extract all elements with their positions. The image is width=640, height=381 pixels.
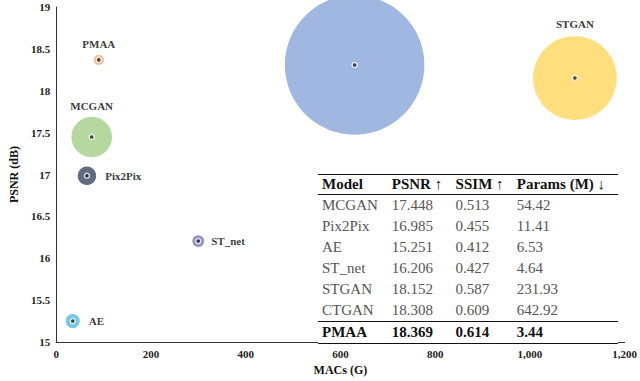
svg-text:MACs (G): MACs (G) bbox=[314, 363, 368, 377]
html-text:0.455: 0.455 bbox=[455, 218, 490, 234]
svg-text:600: 600 bbox=[332, 348, 349, 360]
svg-text:18: 18 bbox=[39, 85, 51, 97]
html-text:CTGAN: CTGAN bbox=[322, 302, 374, 318]
html-text:16.206: 16.206 bbox=[391, 260, 433, 276]
html-text:ST_net: ST_net bbox=[322, 260, 366, 276]
svg-text:16: 16 bbox=[39, 252, 51, 264]
html-text:Pix2Pix: Pix2Pix bbox=[322, 218, 370, 234]
html-text:54.42: 54.42 bbox=[516, 197, 551, 213]
html-text:PSNR ↑: PSNR ↑ bbox=[391, 176, 443, 192]
html-text:642.92: 642.92 bbox=[516, 302, 558, 318]
html-text:17.448: 17.448 bbox=[391, 197, 433, 213]
svg-text:17: 17 bbox=[39, 169, 51, 181]
html-text:MCGAN: MCGAN bbox=[322, 197, 378, 213]
svg-text:800: 800 bbox=[427, 348, 444, 360]
svg-text:AE: AE bbox=[89, 315, 104, 327]
html-text:4.64: 4.64 bbox=[516, 260, 543, 276]
svg-text:1,000: 1,000 bbox=[518, 348, 543, 360]
html-text:15.251: 15.251 bbox=[391, 239, 433, 255]
html-text:AE: AE bbox=[322, 239, 342, 255]
svg-text:ST_net: ST_net bbox=[211, 235, 245, 247]
html-text:Model: Model bbox=[322, 176, 363, 192]
html-text:3.44: 3.44 bbox=[516, 324, 543, 340]
html-text:PMAA: PMAA bbox=[322, 324, 367, 340]
svg-text:18.5: 18.5 bbox=[31, 43, 51, 55]
html-text:0.587: 0.587 bbox=[455, 281, 490, 297]
svg-text:PMAA: PMAA bbox=[82, 38, 115, 50]
html-text:0.427: 0.427 bbox=[455, 260, 490, 276]
svg-text:MCGAN: MCGAN bbox=[70, 100, 113, 112]
svg-text:17.5: 17.5 bbox=[31, 127, 51, 139]
html-text:231.93: 231.93 bbox=[516, 281, 558, 297]
html-text:18.369: 18.369 bbox=[391, 324, 433, 340]
svg-text:19: 19 bbox=[39, 1, 51, 13]
svg-text:400: 400 bbox=[237, 348, 254, 360]
html-text:0.609: 0.609 bbox=[455, 302, 490, 318]
svg-text:Pix2Pix: Pix2Pix bbox=[105, 170, 142, 182]
html-text:SSIM ↑: SSIM ↑ bbox=[455, 176, 504, 192]
html-text:11.41: 11.41 bbox=[516, 218, 550, 234]
svg-text:0: 0 bbox=[53, 348, 59, 360]
svg-text:15: 15 bbox=[39, 336, 51, 348]
svg-text:PSNR (dB): PSNR (dB) bbox=[7, 146, 21, 203]
html-text:0.614: 0.614 bbox=[455, 324, 490, 340]
html-text:18.152: 18.152 bbox=[391, 281, 433, 297]
html-text:0.513: 0.513 bbox=[455, 197, 490, 213]
svg-text:16.5: 16.5 bbox=[31, 210, 51, 222]
svg-text:STGAN: STGAN bbox=[556, 18, 594, 30]
html-text:16.985: 16.985 bbox=[391, 218, 433, 234]
html-text:Params (M) ↓: Params (M) ↓ bbox=[516, 176, 605, 192]
html-text:STGAN: STGAN bbox=[322, 281, 372, 297]
html-text:18.308: 18.308 bbox=[391, 302, 433, 318]
svg-text:15.5: 15.5 bbox=[31, 294, 51, 306]
svg-text:200: 200 bbox=[143, 348, 160, 360]
svg-text:1,200: 1,200 bbox=[612, 348, 637, 360]
html-text:6.53: 6.53 bbox=[516, 239, 543, 255]
html-text:0.412: 0.412 bbox=[455, 239, 490, 255]
